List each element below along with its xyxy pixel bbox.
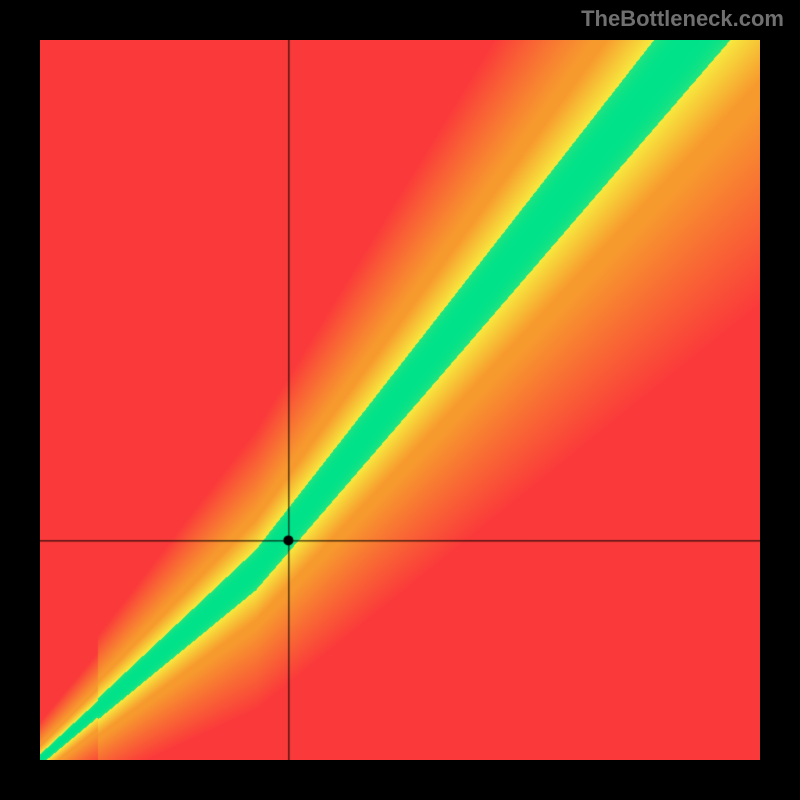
plot-area bbox=[40, 40, 760, 760]
watermark-text: TheBottleneck.com bbox=[581, 6, 784, 32]
chart-container: TheBottleneck.com bbox=[0, 0, 800, 800]
heatmap-canvas bbox=[40, 40, 760, 760]
